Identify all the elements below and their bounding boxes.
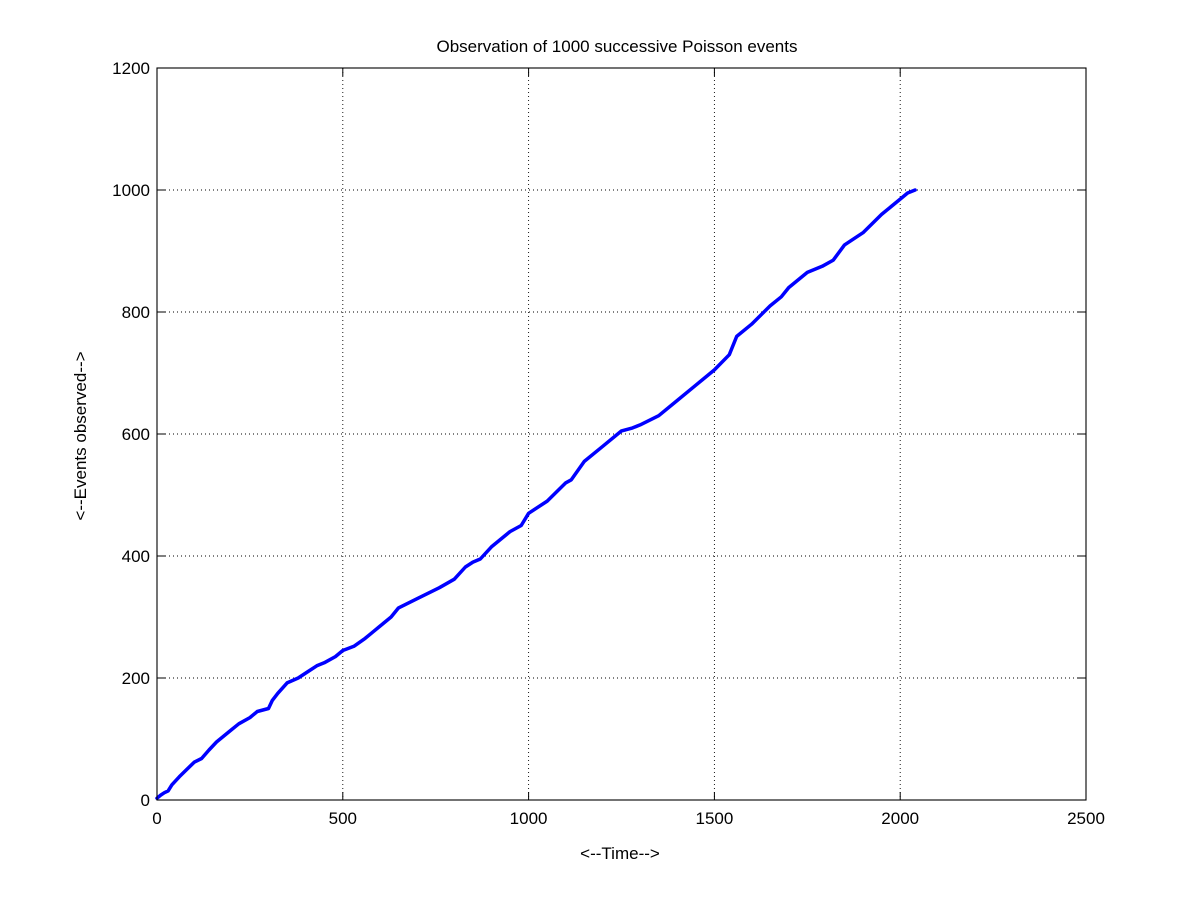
x-tick-label: 1500 xyxy=(695,809,733,828)
y-tick-label: 1200 xyxy=(112,59,150,78)
y-tick-label: 400 xyxy=(122,547,150,566)
tick-marks xyxy=(156,67,1087,801)
y-tick-label: 600 xyxy=(122,425,150,444)
y-tick-label: 800 xyxy=(122,303,150,322)
grid-lines xyxy=(157,68,1086,800)
x-tick-label: 1000 xyxy=(510,809,548,828)
series-layer xyxy=(155,188,917,800)
x-tick-label: 2500 xyxy=(1067,809,1105,828)
x-tick-labels: 0 500 1000 1500 2000 2500 xyxy=(152,809,1105,828)
y-tick-label: 0 xyxy=(141,791,150,810)
y-axis-title: <--Events observed--> xyxy=(71,351,90,520)
y-tick-label: 1000 xyxy=(112,181,150,200)
x-tick-label: 500 xyxy=(329,809,357,828)
x-tick-label: 2000 xyxy=(881,809,919,828)
y-tick-label: 200 xyxy=(122,669,150,688)
chart-title: Observation of 1000 successive Poisson e… xyxy=(437,37,798,56)
x-axis-title: <--Time--> xyxy=(580,844,660,863)
x-tick-label: 0 xyxy=(152,809,161,828)
y-tick-labels: 0 200 400 600 800 1000 1200 xyxy=(112,59,150,810)
data-series-line xyxy=(155,188,917,800)
